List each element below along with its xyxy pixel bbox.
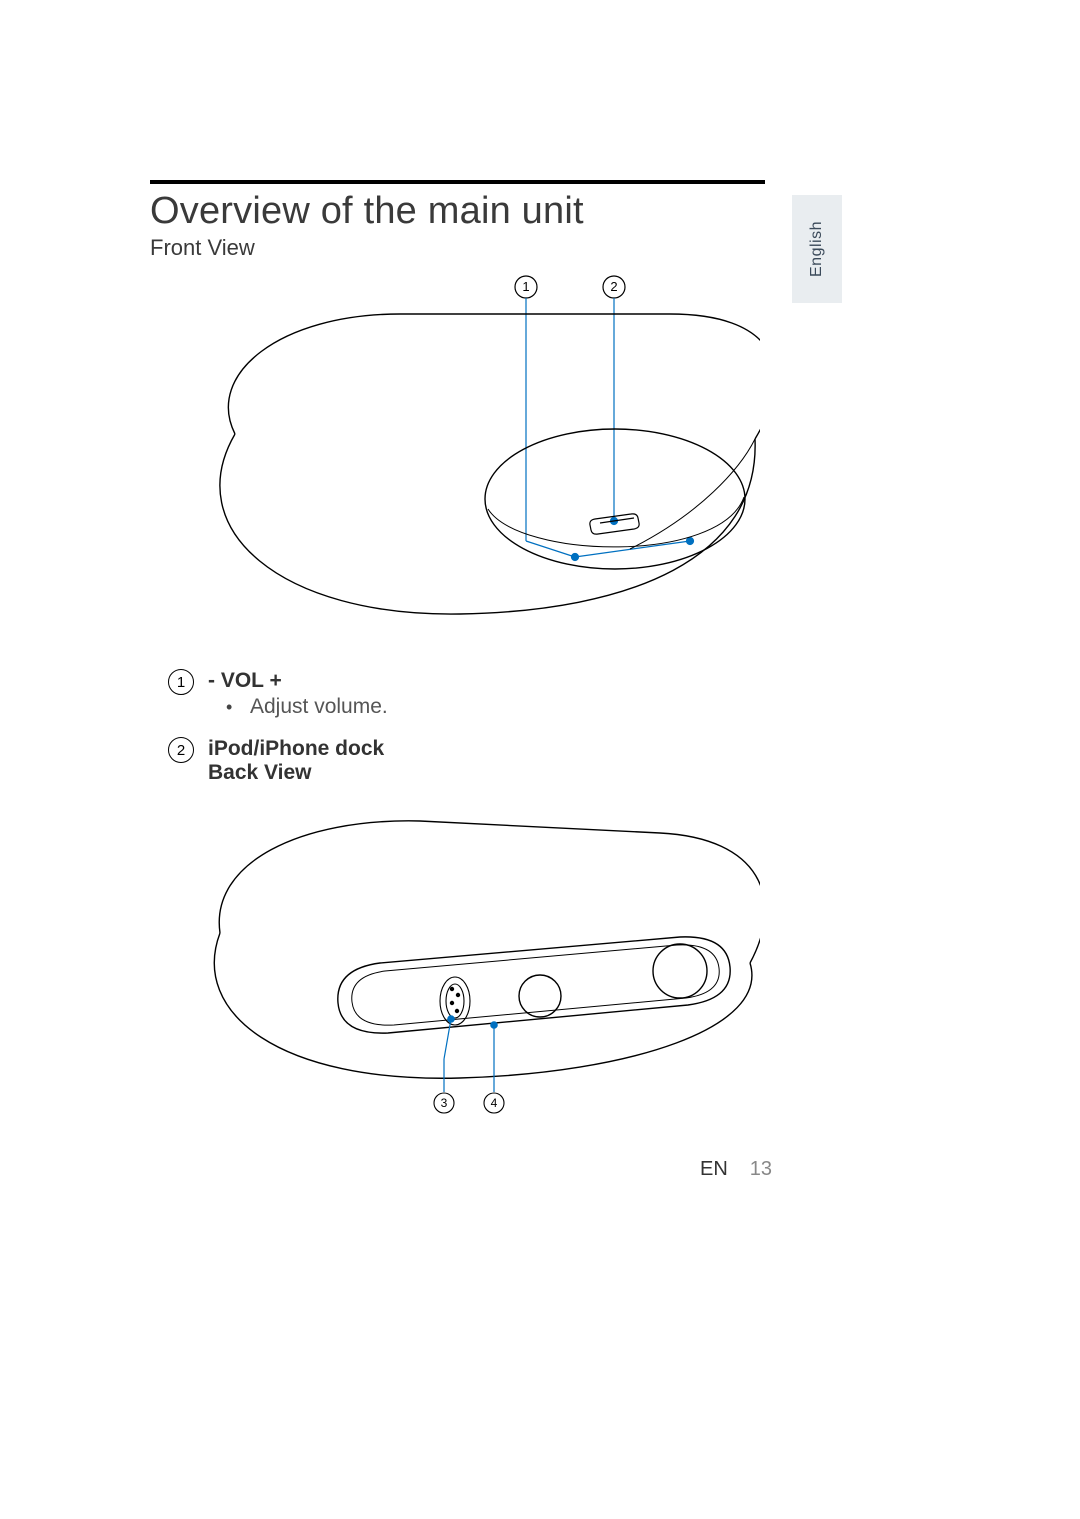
language-tab-label: English xyxy=(808,221,826,277)
callout-list: 1 - VOL + • Adjust volume. 2 iPod/iPhone… xyxy=(150,669,765,785)
svg-text:4: 4 xyxy=(491,1096,498,1110)
page-title: Overview of the main unit xyxy=(150,190,765,233)
footer-page-number: 13 xyxy=(750,1158,772,1181)
bullet-icon: • xyxy=(226,697,232,703)
svg-text:2: 2 xyxy=(610,279,617,294)
svg-text:3: 3 xyxy=(441,1096,448,1110)
callout-bullet: • Adjust volume. xyxy=(226,695,765,719)
callout-number: 1 xyxy=(177,674,185,691)
callout-item: 2 iPod/iPhone dock Back View xyxy=(150,737,765,785)
footer-lang: EN xyxy=(700,1158,728,1181)
heading-rule xyxy=(150,180,765,184)
front-view-diagram: 1 2 xyxy=(160,269,765,629)
callout-number-icon: 1 xyxy=(168,669,194,695)
bullet-text: Adjust volume. xyxy=(250,695,388,719)
page-footer: EN 13 xyxy=(700,1158,772,1181)
back-view-diagram: 3 4 xyxy=(160,803,765,1123)
callout-item: 1 - VOL + • Adjust volume. xyxy=(150,669,765,719)
page-content: Overview of the main unit Front View 1 2 xyxy=(150,180,765,1123)
callout-title: - VOL + xyxy=(208,669,765,693)
front-view-label: Front View xyxy=(150,235,765,261)
svg-text:1: 1 xyxy=(522,279,529,294)
callout-number: 2 xyxy=(177,742,185,759)
callout-title: iPod/iPhone dock xyxy=(208,737,765,761)
back-view-label: Back View xyxy=(208,761,765,785)
language-tab: English xyxy=(792,195,842,303)
callout-number-icon: 2 xyxy=(168,737,194,763)
